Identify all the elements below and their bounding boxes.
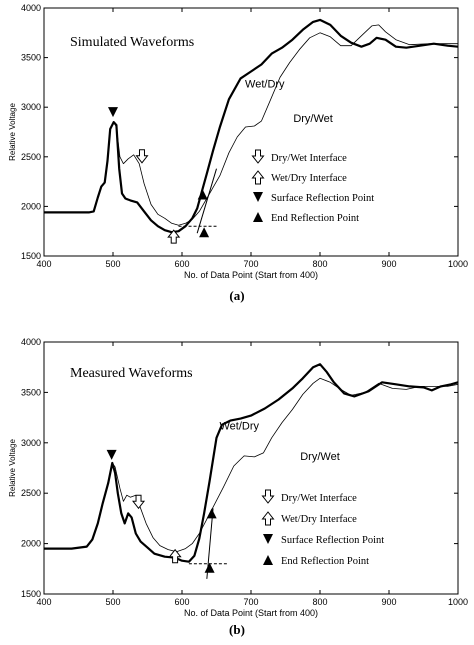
x-tick-label: 600 (174, 597, 189, 607)
x-tick-label: 400 (36, 597, 51, 607)
marker-wet-dry-interface (168, 548, 182, 564)
chart-title: Measured Waveforms (70, 366, 193, 381)
x-tick-label: 700 (243, 259, 258, 269)
x-tick-label: 700 (243, 597, 258, 607)
legend-label: Dry/Wet Interface (281, 493, 357, 504)
y-tick-label: 2500 (21, 488, 41, 498)
y-tick-label: 4000 (21, 3, 41, 13)
x-axis-label: No. of Data Point (Start from 400) (184, 270, 318, 280)
series-annotation: Dry/Wet (293, 113, 333, 125)
x-tick-label: 800 (312, 597, 327, 607)
y-tick-label: 3500 (21, 387, 41, 397)
legend-label: Wet/Dry Interface (281, 514, 357, 525)
legend-label: Surface Reflection Point (271, 193, 374, 204)
x-tick-label: 1000 (448, 259, 468, 269)
y-tick-label: 4000 (21, 337, 41, 347)
panel-measured-waveforms: 400 500 600 700 800 900 1000 1500 2000 2500 3000 35… (8, 337, 468, 637)
chart-title: Simulated Waveforms (70, 35, 194, 50)
legend-label: End Reflection Point (281, 556, 369, 567)
x-tick-label: 500 (105, 259, 120, 269)
x-tick-label: 1000 (448, 597, 468, 607)
legend-symbol-hollow-up-arrow (251, 170, 265, 185)
legend-label: Dry/Wet Interface (271, 153, 347, 164)
series-annotation: Wet/Dry (220, 421, 260, 433)
x-tick-label: 800 (312, 259, 327, 269)
marker-surface-reflection (108, 107, 118, 118)
marker-end-reflection (204, 562, 215, 573)
marker-surface-reflection (106, 449, 117, 460)
marker-dry-wet-interface (135, 149, 149, 164)
legend-symbol-filled-up-triangle (253, 212, 263, 222)
marker-end-reflection (197, 189, 208, 200)
series-line-dry-wet (44, 24, 458, 226)
marker-wet-dry-interface (167, 229, 181, 244)
legend-symbol-hollow-up-arrow (261, 511, 275, 526)
series-annotation: Dry/Wet (300, 451, 340, 463)
legend-label: Surface Reflection Point (281, 535, 384, 546)
y-tick-label: 3000 (21, 102, 41, 112)
y-tick-label: 3500 (21, 53, 41, 63)
x-tick-label: 900 (381, 597, 396, 607)
panel-simulated-waveforms: 400 500 600 700 800 900 1000 1500 2000 2500 3000 35… (8, 3, 468, 303)
marker-end-reflection (199, 227, 210, 238)
panel-label: (a) (229, 288, 244, 303)
y-tick-label: 1500 (21, 589, 41, 599)
y-tick-label: 2500 (21, 152, 41, 162)
legend-symbol-filled-down-triangle (253, 192, 263, 202)
legend-symbol-filled-up-triangle (263, 555, 273, 565)
series-line-dry-wet (44, 377, 459, 553)
x-tick-label: 400 (36, 259, 51, 269)
panel-label: (b) (229, 622, 245, 637)
y-tick-label: 2000 (21, 539, 41, 549)
y-tick-label: 3000 (21, 438, 41, 448)
series-line-wet-dry (44, 363, 459, 563)
x-tick-label: 900 (381, 259, 396, 269)
legend-label: End Reflection Point (271, 213, 359, 224)
marker-end-reflection (206, 508, 217, 519)
x-axis-label: No. of Data Point (Start from 400) (184, 608, 318, 618)
x-tick-label: 500 (105, 597, 120, 607)
legend-symbol-hollow-down-arrow (261, 489, 275, 504)
series-annotation: Wet/Dry (245, 78, 285, 90)
x-tick-label: 600 (174, 259, 189, 269)
legend-symbol-filled-down-triangle (263, 534, 273, 544)
y-tick-label: 2000 (21, 201, 41, 211)
legend-label: Wet/Dry Interface (271, 173, 347, 184)
y-tick-label: 1500 (21, 251, 41, 261)
reference-line (196, 168, 217, 234)
legend-symbol-hollow-down-arrow (251, 149, 265, 164)
y-axis-label: Relative Voltage (8, 103, 17, 161)
y-axis-label: Relative Voltage (8, 439, 17, 497)
marker-dry-wet-interface (132, 494, 146, 510)
